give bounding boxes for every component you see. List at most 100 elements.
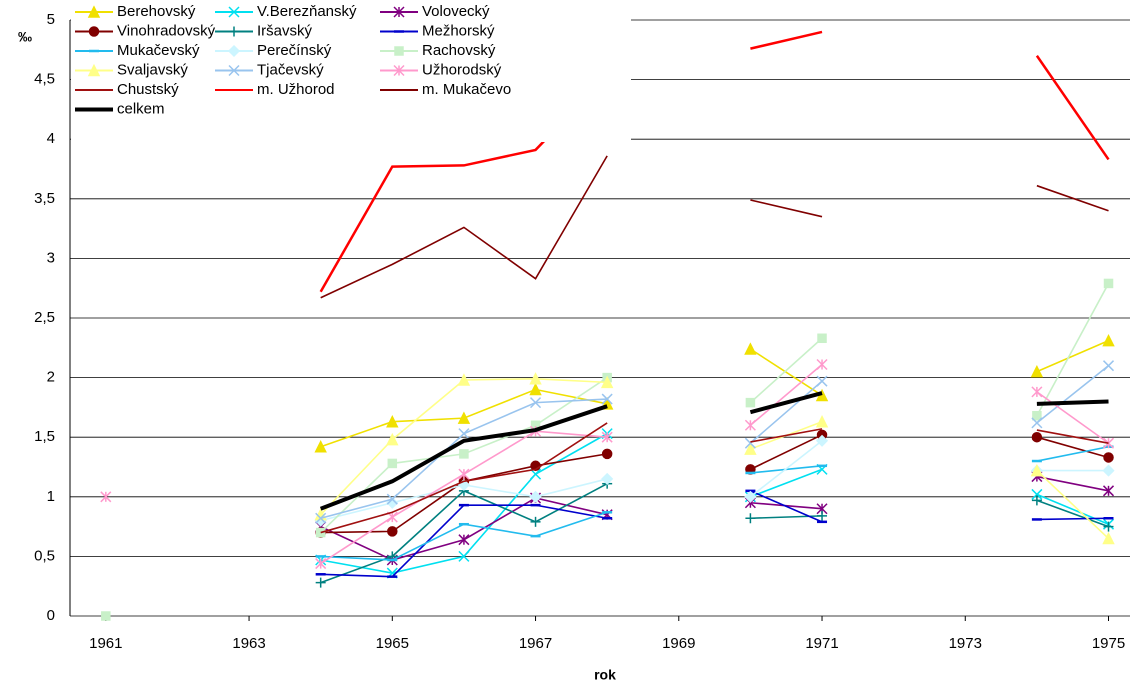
marker <box>1031 495 1042 506</box>
legend-item: Svaljavský <box>75 61 188 78</box>
marker <box>744 437 756 449</box>
marker <box>88 26 100 37</box>
x-tick-label: 1965 <box>376 635 409 652</box>
marker-shape <box>227 44 241 58</box>
series-line <box>320 365 1110 520</box>
marker <box>315 512 327 524</box>
marker <box>745 397 756 408</box>
marker-shape <box>745 397 756 408</box>
legend-item: Rachovský <box>380 42 496 59</box>
marker-shape <box>1102 333 1115 347</box>
marker-shape <box>87 63 101 77</box>
marker <box>529 382 542 396</box>
marker <box>601 448 613 460</box>
x-tick-label: 1969 <box>662 635 695 652</box>
legend-label: Iršavský <box>257 22 313 39</box>
legend-item: Berehovský <box>75 3 196 20</box>
marker <box>815 434 829 447</box>
x-tick-label: 1963 <box>232 635 265 652</box>
x-tick-label: 1971 <box>805 635 838 652</box>
marker <box>1030 364 1044 378</box>
legend-item: Mežhorský <box>380 22 495 39</box>
marker <box>1102 531 1115 545</box>
marker-shape <box>529 382 542 396</box>
marker <box>315 558 327 570</box>
marker-shape <box>1031 431 1043 443</box>
marker <box>529 372 542 385</box>
marker-shape <box>600 375 614 389</box>
marker-shape <box>1102 464 1115 477</box>
marker <box>530 516 541 527</box>
marker <box>600 375 614 389</box>
marker-shape <box>817 333 827 344</box>
legend-label: Berehovský <box>117 3 196 20</box>
marker <box>458 550 470 562</box>
x-tick-label: 1961 <box>89 635 122 652</box>
y-tick-label: 3,5 <box>34 190 55 207</box>
marker <box>457 411 471 424</box>
marker <box>227 44 241 58</box>
y-tick-label: 3 <box>47 249 55 266</box>
legend-item: m. Užhorod <box>215 81 335 98</box>
series-line <box>320 422 1109 534</box>
series-line <box>320 339 1109 448</box>
legend-label: celkem <box>117 100 165 117</box>
marker <box>744 490 757 503</box>
marker <box>1103 278 1114 289</box>
marker-shape <box>88 26 100 37</box>
series-line <box>320 283 1110 534</box>
marker-shape <box>530 397 542 409</box>
legend-label: Chustský <box>117 81 179 98</box>
marker <box>1031 431 1043 443</box>
marker-shape <box>458 550 470 562</box>
marker-shape <box>314 440 327 453</box>
legend-item: V.Berezňanský <box>215 3 357 20</box>
marker-shape <box>1102 531 1115 545</box>
marker-shape <box>394 46 404 56</box>
marker-shape <box>457 411 471 424</box>
series-line <box>319 391 1109 511</box>
marker-shape <box>1030 463 1044 477</box>
marker <box>101 611 111 621</box>
marker <box>744 442 757 455</box>
y-tick-label: 1,5 <box>34 428 55 445</box>
marker-shape <box>387 526 398 537</box>
legend-label: Tjačevský <box>257 61 324 78</box>
marker-shape <box>1102 360 1115 372</box>
legend-item: Chustský <box>75 81 179 98</box>
series-line <box>320 363 1109 565</box>
marker-shape <box>601 448 613 460</box>
legend-label: Volovecký <box>422 3 490 20</box>
marker-shape <box>386 415 399 428</box>
marker <box>387 526 398 537</box>
legend-label: m. Mukačevo <box>422 81 511 98</box>
marker-shape <box>529 372 542 385</box>
marker-shape <box>1032 410 1042 421</box>
y-tick-label: 4,5 <box>34 71 55 88</box>
marker <box>228 6 240 18</box>
marker <box>87 63 101 77</box>
series-line <box>320 155 1109 299</box>
marker <box>229 26 239 37</box>
x-axis-label: rok <box>594 667 616 683</box>
marker <box>1102 485 1115 497</box>
marker-shape <box>386 432 399 446</box>
marker-shape <box>816 375 828 387</box>
series-line <box>320 490 1109 578</box>
legend-item: Vinohradovský <box>75 22 216 39</box>
marker <box>1102 333 1115 347</box>
marker-shape <box>529 490 542 503</box>
legend-label: Mežhorský <box>422 22 495 39</box>
legend-item: Mukačevský <box>75 42 200 59</box>
y-tick-label: 0 <box>47 607 55 624</box>
legend-label: Rachovský <box>422 42 496 59</box>
marker-shape <box>459 449 469 459</box>
marker <box>817 333 827 344</box>
marker <box>228 64 240 77</box>
marker <box>1031 488 1043 500</box>
legend-label: Mukačevský <box>117 42 200 59</box>
marker-shape <box>228 6 240 18</box>
marker <box>394 46 404 56</box>
marker <box>744 419 756 431</box>
marker-shape <box>1031 417 1043 429</box>
